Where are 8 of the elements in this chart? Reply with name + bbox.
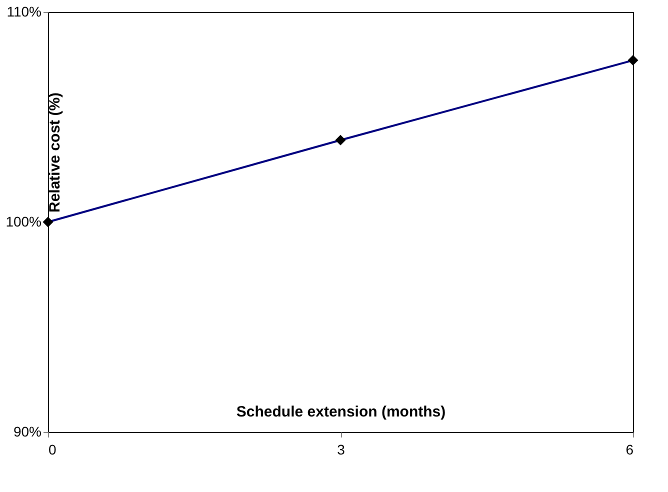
x-tick-label: 6 xyxy=(626,442,634,458)
x-tick-label: 3 xyxy=(337,442,346,458)
y-tick-label: 110% xyxy=(6,4,42,20)
x-tick-label: 0 xyxy=(48,442,56,458)
x-axis-title: Schedule extension (months) xyxy=(236,404,446,420)
y-tick-label: 90% xyxy=(13,424,42,440)
y-axis-title: Relative cost (%) xyxy=(46,92,64,213)
y-tick-label: 100% xyxy=(6,214,42,230)
